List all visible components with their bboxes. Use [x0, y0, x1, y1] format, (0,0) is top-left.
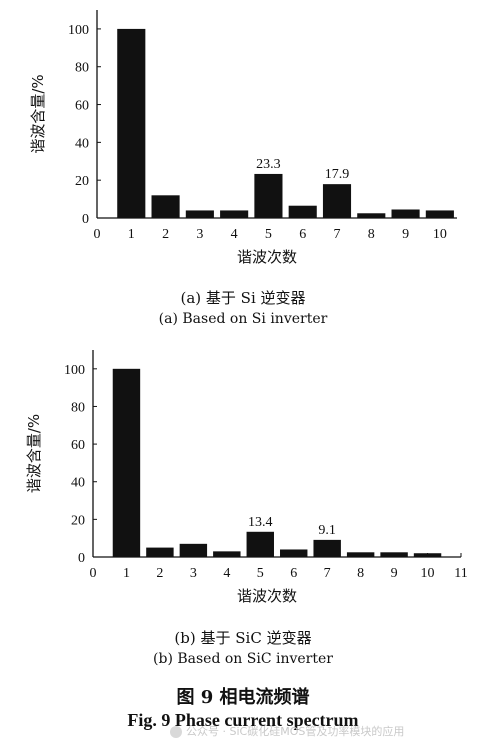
caption-a-cn: (a) 基于 Si 逆变器 — [180, 289, 306, 307]
x-tick-label-b: 10 — [421, 566, 435, 581]
data-label-b-h7: 9.1 — [318, 523, 336, 538]
x-tick-label-a: 9 — [402, 227, 409, 242]
bar-b-h9 — [380, 552, 408, 557]
x-tick-label-b: 4 — [223, 566, 230, 581]
x-tick-label-a: 4 — [231, 227, 238, 242]
x-tick-label-b: 1 — [123, 566, 130, 581]
x-tick-label-a: 3 — [196, 227, 203, 242]
bar-a-h3 — [185, 210, 214, 218]
x-axis-label-b: 谐波次数 — [237, 587, 297, 605]
bar-b-h7 — [313, 539, 341, 557]
caption-a-en: (a) Based on Si inverter — [158, 311, 328, 327]
x-axis-label-a: 谐波次数 — [237, 248, 297, 266]
data-label-a-h5: 23.3 — [256, 157, 281, 172]
bar-a-h8 — [357, 213, 386, 218]
watermark: 公众号 · SiC碳化硅MOS管及功率模块的应用 — [170, 723, 486, 739]
bar-a-h10 — [425, 210, 454, 218]
x-tick-label-a: 0 — [94, 227, 101, 242]
x-tick-label-a: 1 — [128, 227, 135, 242]
bar-b-h5 — [246, 531, 274, 557]
y-tick-label-b: 80 — [71, 400, 85, 415]
y-tick-label-b: 0 — [78, 551, 85, 566]
x-tick-label-a: 8 — [368, 227, 375, 242]
x-tick-label-a: 6 — [299, 227, 306, 242]
figure-title-en: Fig. 9 Phase current spectrum — [127, 710, 359, 730]
bar-a-h7 — [322, 184, 352, 218]
x-tick-label-a: 7 — [334, 227, 341, 242]
bar-a-h2 — [151, 195, 180, 218]
bar-a-h4 — [220, 210, 249, 218]
data-label-b-h5: 13.4 — [248, 515, 273, 530]
y-tick-label-b: 100 — [64, 363, 85, 378]
y-tick-label-b: 20 — [71, 513, 85, 528]
x-tick-label-b: 2 — [156, 566, 163, 581]
bar-b-h4 — [213, 551, 241, 557]
figure-title-cn: 图 9 相电流频谱 — [176, 687, 310, 708]
y-axis-label-a: 谐波含量/% — [29, 74, 47, 153]
x-tick-label-b: 0 — [90, 566, 97, 581]
bar-a-h9 — [391, 209, 420, 218]
caption-b-cn: (b) 基于 SiC 逆变器 — [174, 629, 312, 647]
x-tick-label-a: 10 — [433, 227, 447, 242]
x-tick-label-b: 3 — [190, 566, 197, 581]
x-tick-label-b: 6 — [290, 566, 297, 581]
wechat-icon — [170, 726, 182, 738]
x-tick-label-b: 11 — [454, 566, 467, 581]
x-tick-label-b: 5 — [257, 566, 264, 581]
bar-a-h6 — [288, 205, 317, 218]
bar-a-h5 — [254, 173, 283, 218]
x-tick-label-a: 2 — [162, 227, 169, 242]
y-tick-label-b: 60 — [71, 438, 85, 453]
x-tick-label-b: 9 — [391, 566, 398, 581]
bar-b-h2 — [146, 547, 174, 557]
y-tick-label-a: 80 — [75, 61, 89, 76]
bar-b-h6 — [280, 549, 308, 557]
caption-b-en: (b) Based on SiC inverter — [153, 651, 333, 667]
watermark-text: 公众号 · SiC碳化硅MOS管及功率模块的应用 — [186, 725, 405, 738]
y-tick-label-a: 100 — [68, 23, 89, 38]
y-axis-label-b: 谐波含量/% — [25, 414, 43, 493]
y-tick-label-b: 40 — [71, 476, 85, 491]
x-tick-label-a: 5 — [265, 227, 272, 242]
y-tick-label-a: 20 — [75, 174, 89, 189]
data-label-a-h7: 17.9 — [325, 167, 350, 182]
bar-b-h1 — [112, 368, 141, 557]
x-tick-label-b: 7 — [324, 566, 331, 581]
y-tick-label-a: 0 — [82, 212, 89, 227]
y-tick-label-a: 60 — [75, 99, 89, 114]
x-tick-label-b: 8 — [357, 566, 364, 581]
bar-b-h8 — [346, 552, 375, 557]
y-tick-label-a: 40 — [75, 136, 89, 151]
bar-b-h10 — [413, 553, 442, 557]
bar-a-h1 — [117, 28, 146, 219]
bar-b-h3 — [179, 543, 208, 557]
